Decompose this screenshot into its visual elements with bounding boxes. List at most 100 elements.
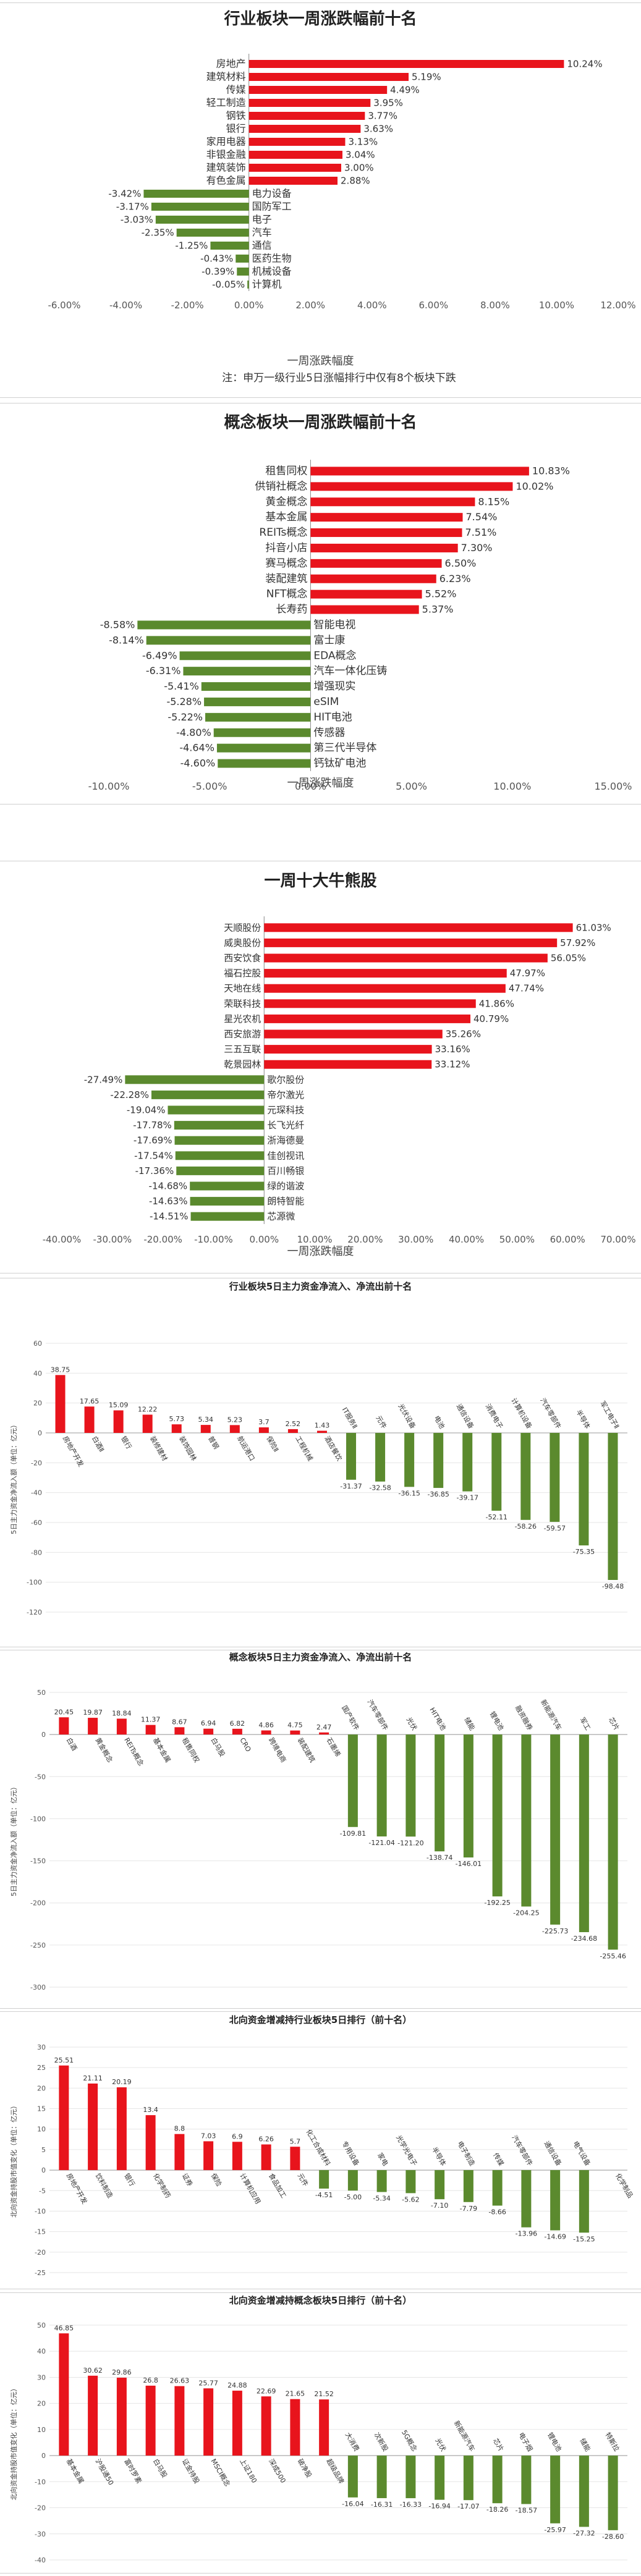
bar	[310, 467, 529, 476]
category-label: 汽车零部件	[510, 2134, 535, 2168]
data-label: -17.54%	[134, 1150, 173, 1161]
category-label: 传感器	[313, 727, 345, 739]
x-tick-label: 10.00%	[493, 780, 531, 792]
data-label: -5.00	[344, 2193, 362, 2201]
data-label: 46.85	[54, 2324, 74, 2332]
x-tick-label: 10.00%	[297, 1234, 332, 1245]
category-label: 元件	[374, 1414, 388, 1430]
bar	[145, 2385, 156, 2456]
bar	[376, 2170, 387, 2192]
category-label: REITs概念	[259, 526, 307, 539]
y-tick-label: -150	[30, 1857, 46, 1865]
x-tick-label: -5.00%	[192, 780, 227, 792]
bar	[290, 1730, 300, 1735]
data-label: -52.11	[486, 1513, 507, 1521]
category-label: 建筑装饰	[206, 162, 246, 174]
bar	[216, 743, 311, 753]
data-label: 26.63	[170, 2377, 190, 2385]
data-label: 3.7	[258, 1418, 270, 1426]
data-label: -22.28%	[110, 1089, 149, 1100]
y-tick-label: -100	[27, 1579, 42, 1587]
category-label: 饮料制造	[94, 2172, 115, 2200]
data-label: -16.33	[400, 2501, 422, 2509]
data-label: 3.13%	[348, 137, 378, 148]
category-label: 租售同权	[180, 1736, 202, 1764]
data-label: 3.00%	[344, 163, 374, 174]
y-tick-label: 20	[33, 1400, 42, 1408]
category-label: 光伏	[434, 2437, 448, 2453]
chart-title: 北向资金增减持行业板块5日排行（前十名）	[229, 2014, 412, 2025]
x-tick-label: 0.00%	[249, 1234, 279, 1245]
y-tick-label: 10	[37, 2126, 46, 2134]
y-tick-label: 50	[37, 1689, 46, 1697]
category-label: 军工电子Ⅱ	[598, 1400, 621, 1430]
x-tick-label: 40.00%	[449, 1234, 484, 1245]
data-label: 57.92%	[560, 937, 595, 948]
bar	[261, 2144, 271, 2171]
y-tick-label: -80	[31, 1548, 42, 1556]
category-label: 西安饮食	[224, 953, 261, 964]
category-label: 汽车一体化压铸	[313, 665, 387, 677]
data-label: -3.03%	[121, 214, 153, 226]
chart-industry-fund-flow: 行业板块5日主力资金净流入、净流出前十名 60 40 20 0 -20 -40 -60 -80 -…	[9, 1281, 627, 1616]
bar	[463, 2456, 473, 2501]
data-label: 2.47	[316, 1723, 332, 1731]
y-tick-label: 25	[37, 2064, 46, 2072]
data-label: 21.65	[286, 2390, 305, 2398]
category-label: 浙海德曼	[267, 1135, 304, 1146]
bar	[143, 190, 249, 198]
chart-title: 行业板块5日主力资金净流入、净流出前十名	[229, 1281, 412, 1292]
y-tick-label: 30	[37, 2373, 46, 2381]
bar	[404, 1433, 415, 1487]
category-label: 汽车	[252, 227, 272, 239]
data-label: -146.01	[456, 1860, 482, 1868]
bar	[151, 203, 249, 211]
category-label: 钙钛矿电池	[313, 758, 366, 770]
bar	[550, 2456, 561, 2523]
category-label: 建筑材料	[206, 71, 246, 83]
x-tick-label: -2.00%	[171, 300, 204, 311]
category-label: 消费电子	[484, 1402, 505, 1430]
data-label: -36.15	[398, 1489, 420, 1497]
bar	[405, 1734, 416, 1837]
data-label: -14.69	[544, 2233, 566, 2241]
bar	[264, 1014, 471, 1023]
bar	[579, 2170, 589, 2233]
category-label: 星光农机	[224, 1013, 261, 1024]
category-label: 汽车零部件	[366, 1698, 391, 1732]
bar	[310, 589, 422, 599]
category-label: 计算机	[252, 279, 282, 290]
bar	[84, 1406, 95, 1433]
category-label: 歌尔股份	[267, 1074, 304, 1085]
data-label: 11.37	[141, 1716, 161, 1724]
bar	[210, 242, 249, 250]
industry-weekly-chart-panel: 行业板块一周涨跌幅前十名 房地产 10.24% 建筑材料 5.19% 传媒 4.49% 轻工制…	[0, 2, 641, 398]
bar	[174, 1136, 265, 1145]
data-label: -2.35%	[142, 227, 174, 239]
bar	[59, 1717, 69, 1735]
category-label: 电子制造	[456, 2139, 477, 2167]
northbound-concept-chart-panel: 北向资金增减持概念板块5日排行（前十名） 50 40 30 20 10 0 -10 -20 -30…	[0, 2292, 641, 2574]
data-label: -6.31%	[146, 665, 181, 677]
data-label: 5.73	[169, 1415, 184, 1423]
category-label: 次新股	[373, 2431, 391, 2453]
category-label: 白酒Ⅱ	[90, 1435, 106, 1454]
chart-title: 北向资金增减持概念板块5日排行（前十名）	[229, 2295, 412, 2306]
category-label: 电池	[433, 1414, 446, 1430]
data-label: -32.58	[369, 1484, 391, 1492]
category-label: 装饰园林	[177, 1435, 198, 1463]
y-tick-label: -300	[30, 1983, 46, 1991]
y-tick-label: 60	[33, 1340, 42, 1348]
bar	[145, 2115, 156, 2171]
category-label: 装配建筑	[296, 1736, 317, 1764]
category-label: 证券	[180, 2172, 195, 2188]
chart-note: 注：申万一级行业5日涨幅排行中仅有8个板块下跌	[222, 372, 456, 384]
data-label: -4.80%	[176, 727, 211, 738]
y-tick-label: 40	[37, 2347, 46, 2355]
bar	[579, 1734, 589, 1932]
category-label: 半导体	[430, 2145, 448, 2168]
category-label: 元琛科技	[267, 1105, 304, 1116]
category-label: 化学制品	[614, 2172, 635, 2200]
data-label: -109.81	[340, 1830, 366, 1838]
